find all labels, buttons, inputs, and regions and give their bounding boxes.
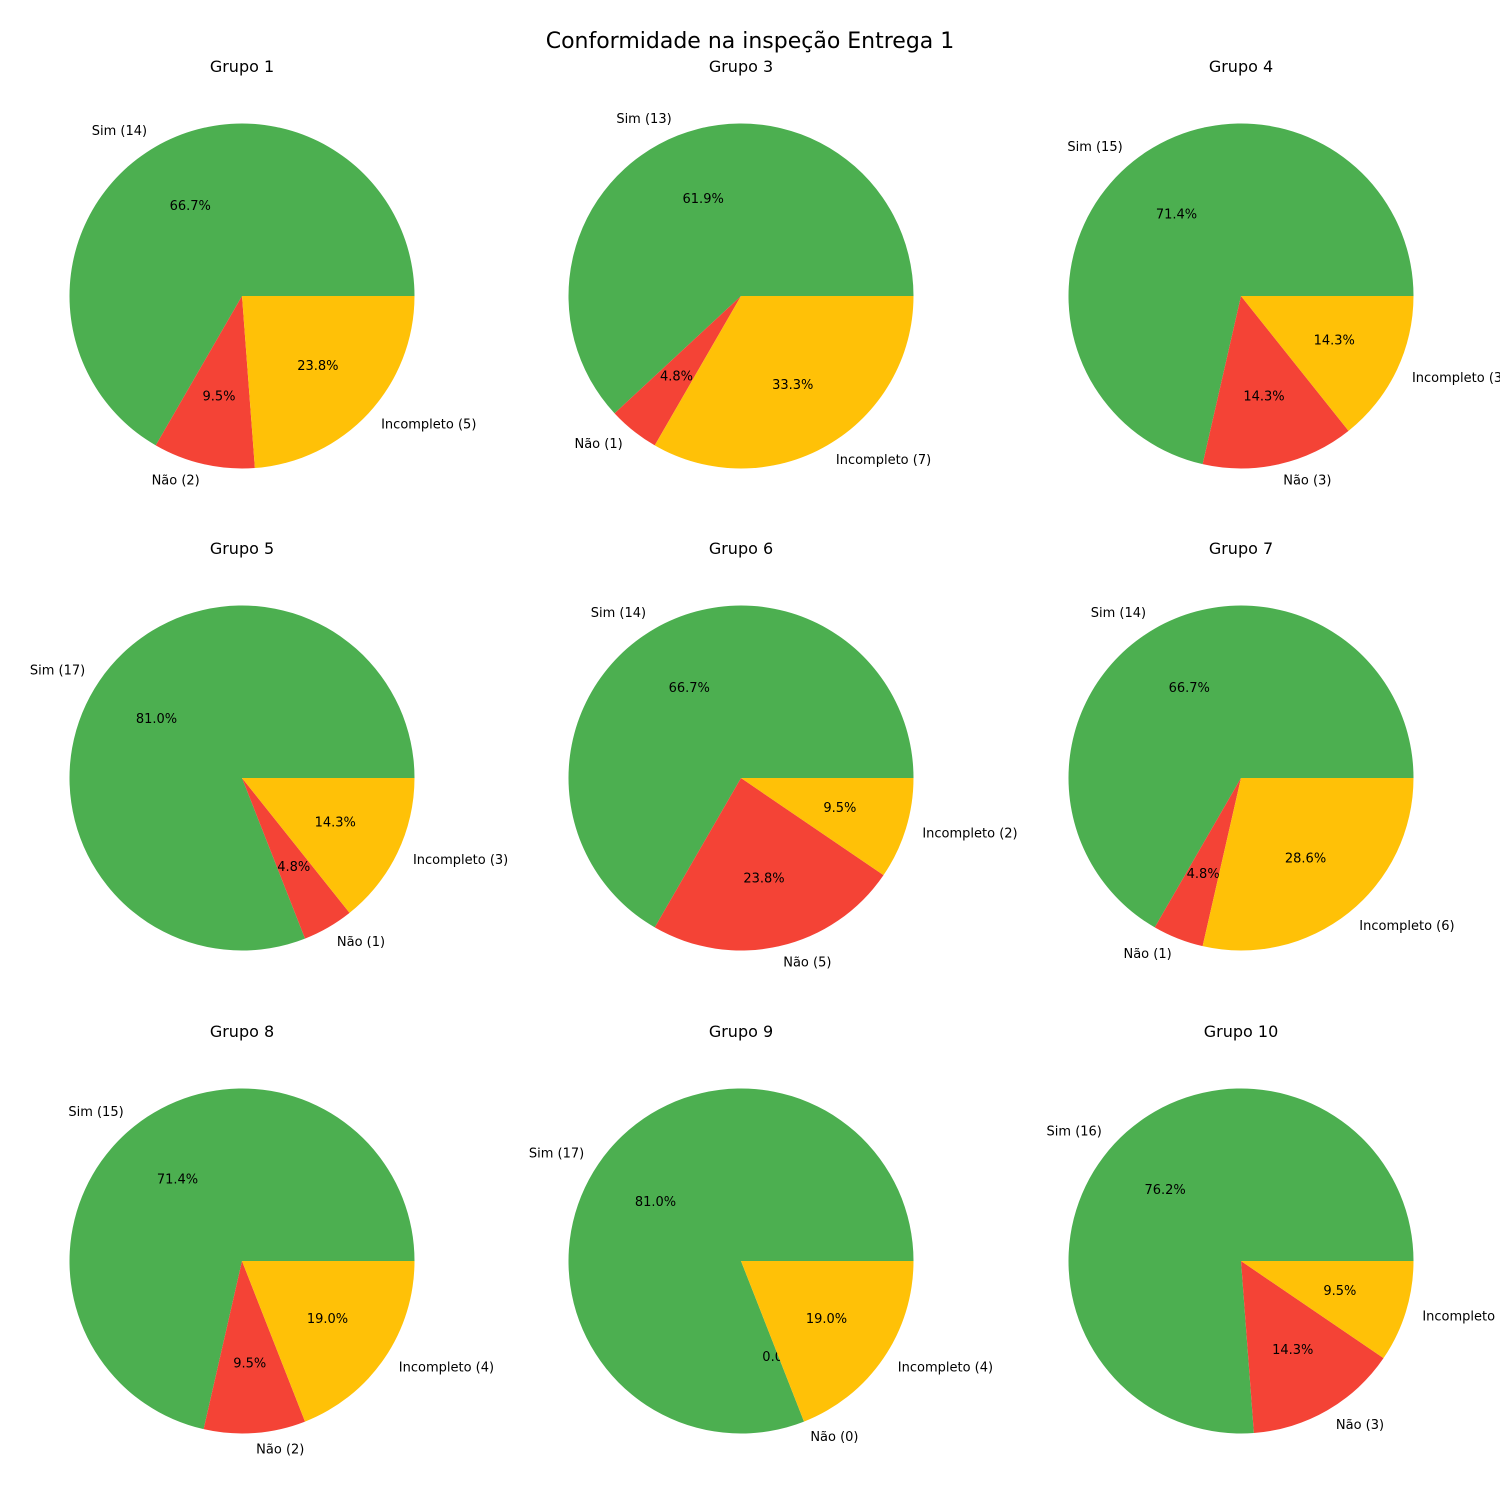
- pie-slice-nao: [203, 1261, 306, 1434]
- pie-slice-incompleto: [1241, 1261, 1414, 1359]
- pie-grupo-8: Grupo 8 Sim (15) 71.4% Não (2) 9.5% Incomplet…: [68, 1022, 494, 1458]
- slice-label-incompleto: Incompleto (6): [1359, 919, 1454, 934]
- pie-slice-incompleto: [741, 778, 914, 876]
- pie-title: Grupo 10: [1204, 1022, 1279, 1041]
- pie-slice-incompleto: [242, 1261, 415, 1422]
- pie-grupo-4: Grupo 4 Sim (15) 71.4% Não (3) 14.3% Incomple…: [1067, 57, 1500, 488]
- slice-label-sim: Sim (14): [1091, 606, 1146, 621]
- slice-label-incompleto: Incompleto (2): [1422, 1309, 1500, 1324]
- slice-label-nao: Não (0): [810, 1430, 858, 1445]
- slice-percent-sim: 66.7%: [669, 681, 710, 696]
- slice-percent-incompleto: 28.6%: [1285, 851, 1326, 866]
- slice-label-sim: Sim (16): [1047, 1124, 1102, 1139]
- slice-percent-incompleto: 19.0%: [806, 1312, 847, 1327]
- slice-label-nao: Não (3): [1283, 473, 1331, 488]
- slice-percent-nao: 14.3%: [1243, 389, 1284, 404]
- pie-slice-incompleto: [1202, 778, 1414, 951]
- slice-label-nao: Não (1): [337, 935, 385, 950]
- slice-label-sim: Sim (17): [30, 664, 85, 679]
- slice-percent-incompleto: 23.8%: [297, 359, 338, 374]
- slice-label-nao: Não (2): [152, 473, 200, 488]
- slice-label-incompleto: Incompleto (3): [413, 853, 508, 868]
- pie-title: Grupo 3: [709, 57, 773, 76]
- pie-title: Grupo 6: [709, 539, 773, 558]
- slice-label-nao: Não (3): [1336, 1418, 1384, 1433]
- slice-percent-sim: 71.4%: [1156, 208, 1197, 223]
- slice-label-incompleto: Incompleto (4): [898, 1360, 993, 1375]
- slice-percent-nao: 9.5%: [233, 1357, 266, 1372]
- pie-title: Grupo 4: [1209, 57, 1273, 76]
- pie-slice-nao: [1202, 296, 1349, 469]
- pie-title: Grupo 9: [709, 1022, 773, 1041]
- pie-title: Grupo 8: [210, 1022, 274, 1041]
- slice-percent-incompleto: 14.3%: [1314, 333, 1355, 348]
- pie-title: Grupo 5: [210, 539, 274, 558]
- pie-slice-nao: [242, 778, 350, 939]
- slice-label-nao: Não (5): [783, 955, 831, 970]
- pie-slice-incompleto: [242, 778, 415, 913]
- slice-percent-nao: 4.8%: [660, 369, 693, 384]
- slice-label-sim: Sim (13): [616, 112, 671, 127]
- pie-grupo-6: Grupo 6 Sim (14) 66.7% Não (5) 23.8% Incomple…: [568, 539, 1018, 970]
- slice-percent-sim: 76.2%: [1144, 1183, 1185, 1198]
- slice-label-incompleto: Incompleto (3): [1412, 371, 1500, 386]
- slice-percent-sim: 66.7%: [170, 199, 211, 214]
- pie-slice-nao: [155, 296, 255, 469]
- slice-percent-nao: 9.5%: [202, 389, 235, 404]
- slice-percent-sim: 71.4%: [157, 1173, 198, 1188]
- pie-grupo-3: Grupo 3 Sim (13) 61.9% Não (1) 4.8% Incomplet…: [568, 57, 931, 469]
- slice-percent-sim: 61.9%: [683, 192, 724, 207]
- slice-percent-incompleto: 14.3%: [315, 815, 356, 830]
- slice-label-sim: Sim (17): [529, 1147, 584, 1162]
- pie-slice-sim: [1068, 605, 1414, 928]
- pie-grupo-7: Grupo 7 Sim (14) 66.7% Não (1) 4.8% Incomplet…: [1068, 539, 1455, 962]
- pie-title: Grupo 1: [210, 57, 274, 76]
- slice-label-nao: Não (2): [256, 1443, 304, 1458]
- pie-grupo-1: Grupo 1 Sim (14) 66.7% Não (2) 9.5% Incomplet…: [69, 57, 476, 488]
- pie-slice-sim: [69, 123, 415, 446]
- slice-label-sim: Sim (14): [591, 606, 646, 621]
- slice-percent-nao: 14.3%: [1272, 1343, 1313, 1358]
- pie-slice-sim: [568, 605, 914, 928]
- slice-percent-sim: 66.7%: [1169, 681, 1210, 696]
- slice-percent-sim: 81.0%: [136, 712, 177, 727]
- chart-panels: Grupo 1 Sim (14) 66.7% Não (2) 9.5% Incomplet…: [30, 57, 1500, 1458]
- pie-slice-incompleto: [1241, 296, 1414, 431]
- pie-title: Grupo 7: [1209, 539, 1273, 558]
- slice-label-incompleto: Incompleto (4): [399, 1360, 494, 1375]
- pie-slice-incompleto: [741, 1261, 914, 1422]
- slice-percent-incompleto: 9.5%: [823, 801, 856, 816]
- pie-slice-nao: [614, 296, 741, 446]
- pie-slice-sim: [69, 1088, 415, 1430]
- pie-grupo-5: Grupo 5 Sim (17) 81.0% Não (1) 4.8% Incomplet…: [30, 539, 508, 951]
- slice-label-sim: Sim (14): [92, 124, 147, 139]
- slice-percent-nao: 4.8%: [277, 860, 310, 875]
- slice-percent-sim: 81.0%: [635, 1195, 676, 1210]
- pie-slice-nao: [1154, 778, 1241, 947]
- pie-slice-incompleto: [242, 296, 415, 469]
- slice-percent-incompleto: 19.0%: [307, 1312, 348, 1327]
- slice-label-nao: Não (1): [574, 437, 622, 452]
- slice-percent-nao: 23.8%: [743, 871, 784, 886]
- pie-slice-sim: [69, 605, 415, 951]
- pie-slice-nao: [1241, 1261, 1384, 1434]
- pie-grupo-10: Grupo 10 Sim (16) 76.2% Não (3) 14.3% Incompl…: [1047, 1022, 1500, 1434]
- slice-percent-nao: 4.8%: [1187, 867, 1220, 882]
- slice-label-nao: Não (1): [1123, 947, 1171, 962]
- pie-slice-sim: [568, 123, 914, 414]
- slice-label-incompleto: Incompleto (5): [381, 418, 476, 433]
- slice-percent-incompleto: 33.3%: [772, 378, 813, 393]
- pie-slice-nao: [654, 778, 884, 951]
- slice-label-sim: Sim (15): [1067, 140, 1122, 155]
- slice-label-incompleto: Incompleto (7): [836, 453, 931, 468]
- slice-label-sim: Sim (15): [68, 1105, 123, 1120]
- slice-percent-incompleto: 9.5%: [1323, 1284, 1356, 1299]
- figure-title: Conformidade na inspeção Entrega 1: [546, 29, 955, 54]
- pie-slice-incompleto: [654, 296, 914, 469]
- slice-label-incompleto: Incompleto (2): [922, 826, 1017, 841]
- pie-slice-sim: [1068, 123, 1414, 465]
